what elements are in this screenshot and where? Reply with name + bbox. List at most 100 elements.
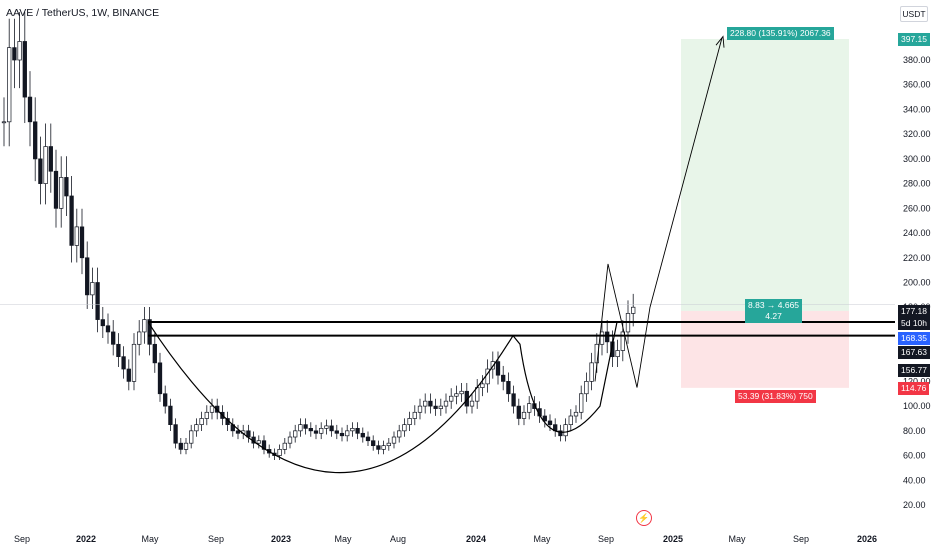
candle-body [261,440,267,450]
candle-body [173,424,178,444]
target-price-tag: 397.15 [898,32,930,46]
candle-body [33,121,38,160]
candle-body [386,442,391,447]
candle-body [339,432,345,437]
candle-body [433,405,438,409]
candle-body [454,393,459,397]
flash-icon[interactable]: ⚡ [636,510,652,526]
candle-body [397,430,402,438]
candle-body [620,331,625,351]
candle-body [428,400,433,407]
time-tick: Aug [390,534,406,544]
candle-body [558,430,563,437]
price-tick: 40.00 [903,475,926,485]
candle-body [235,430,241,434]
price-tick: 100.00 [903,401,931,411]
candle-body [95,282,100,320]
candle-body [85,257,90,296]
candle-body [308,428,313,432]
candle-body [69,195,74,246]
candle-body [74,226,79,246]
candle-body [391,436,397,444]
candle-body [199,418,204,426]
candle-body [605,331,610,343]
candle-body [142,319,147,333]
cup-arc-large [147,321,514,474]
time-tick: 2026 [857,534,877,544]
candle-body [469,400,475,407]
time-tick: May [533,534,551,544]
price-tick: 260.00 [903,203,931,213]
candle-body [527,403,532,413]
time-axis: Sep 2022 May Sep 2023 May Aug 2024 May Sep 2025 May… [14,534,877,544]
candle-body [438,405,443,409]
price-tick: 380.00 [903,55,931,65]
price-tick: 300.00 [903,154,931,164]
candle-body [579,393,584,413]
position-target-label: 228.80 (135.91%) 2067.36 [727,27,834,41]
candle-body [506,381,511,395]
position-middle-label: 8.83 → 4.665 4.27 [745,299,803,324]
price-tick: 320.00 [903,129,931,139]
candle-body [480,383,485,388]
candle-body [59,177,64,209]
time-tick: May [728,534,746,544]
candle-body [355,428,360,434]
candle-body [599,331,605,345]
candle-body [563,424,568,437]
candle-body [412,411,417,419]
candle-body [381,445,386,450]
candle-body [402,424,407,432]
candle-body [423,400,428,407]
current-price-tag: 177.18 [898,304,930,318]
price-tick: 20.00 [903,500,926,510]
level-blue-tag: 168.35 [898,331,930,345]
time-tick: 2024 [466,534,486,544]
candle-body [542,415,547,422]
candle-body [495,361,501,376]
candle-body [27,96,33,123]
candle-body [105,325,111,333]
position-stop-label: 53.39 (31.83%) 750 [735,389,816,403]
currency-unit[interactable]: USDT [900,6,928,22]
candle-body [298,424,303,432]
candles-layer [1,12,636,461]
time-tick: 2022 [76,534,96,544]
time-tick: Sep [598,534,614,544]
candle-body [7,47,12,123]
candle-body [511,393,516,407]
candle-body [293,430,298,438]
candle-body [157,362,163,395]
cup-arc-small [512,321,618,433]
price-tick: 120.00 [903,376,931,386]
candle-body [178,442,183,450]
candle-body [282,442,287,450]
candle-body [313,430,319,434]
time-tick: Sep [208,534,224,544]
candle-body [568,415,573,426]
time-tick: 2023 [271,534,291,544]
candle-body [334,430,339,434]
candle-body [365,436,371,442]
price-axis: 380.00 360.00 340.00 320.00 300.00 280.00 260.… [903,55,931,510]
time-tick: Sep [793,534,809,544]
candle-body [459,390,464,395]
candle-body [79,226,85,259]
time-tick: Sep [14,534,30,544]
candle-body [48,146,53,172]
time-tick: May [141,534,159,544]
level-a-tag: 167.63 [898,345,930,359]
candle-body [584,381,589,395]
candle-body [449,395,454,402]
candle-body [100,319,105,327]
symbol-title[interactable]: AAVE / TetherUS, 1W, BINANCE [6,7,160,19]
loss-zone [681,310,849,388]
candle-body [521,411,527,419]
candle-body [589,362,594,382]
candle-body [194,424,199,432]
candle-body [204,411,209,419]
candle-body [12,47,17,61]
candle-body [371,440,376,447]
profit-zone [681,38,849,311]
